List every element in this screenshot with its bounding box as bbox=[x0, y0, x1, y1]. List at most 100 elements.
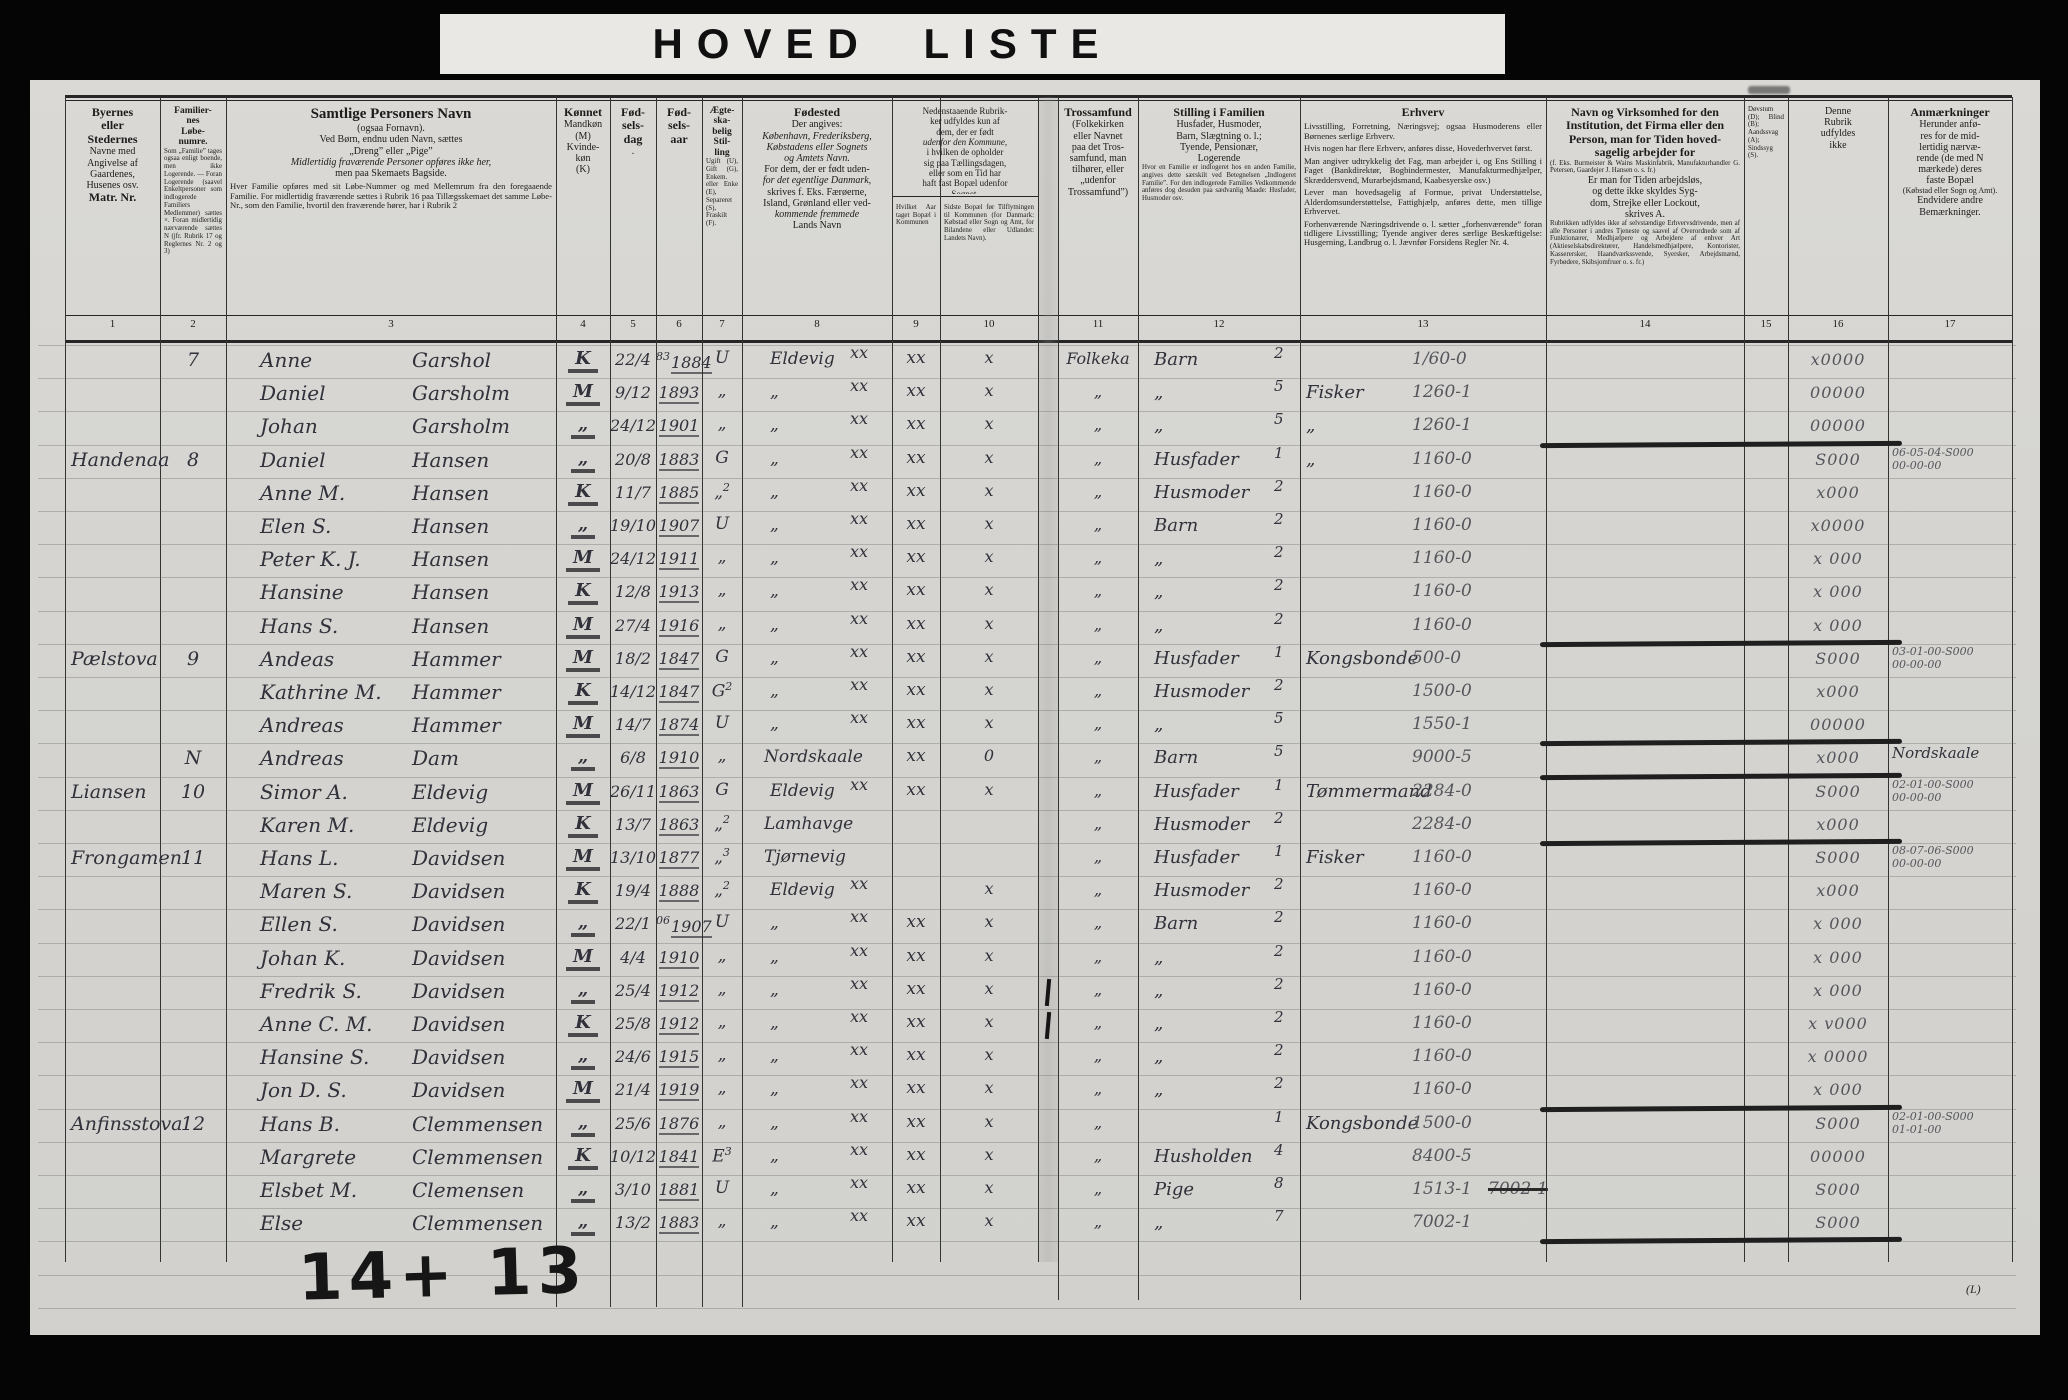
occupation-code: 1550-1 bbox=[1412, 714, 1472, 735]
table-row-20: Fredrik S. Davidsen „ 25/4 1912 „ „ xx xx x „ „ 2 116… bbox=[0, 974, 2068, 1010]
birth-day: 18/2 bbox=[615, 648, 651, 668]
occupation-code: 1160-0 bbox=[1412, 481, 1472, 502]
column-rule-18 bbox=[2012, 97, 2013, 1262]
birth-day: 13/7 bbox=[615, 814, 651, 834]
place-name: Frongamen bbox=[71, 847, 182, 869]
column-number-12: 12 bbox=[1213, 318, 1225, 330]
marital-status: „ bbox=[717, 1111, 727, 1132]
row-rule bbox=[38, 909, 2016, 911]
paper-sheet bbox=[30, 80, 2040, 1335]
birthplace: „ bbox=[770, 614, 779, 635]
moved-year-mark: xx bbox=[906, 912, 926, 933]
sex-ink: „ bbox=[570, 979, 596, 1004]
header-text: og Amtets Navn. bbox=[784, 153, 850, 164]
coding-mark: S000 bbox=[1815, 648, 1861, 668]
header-text: Person, man for Tiden hoved- bbox=[1568, 131, 1722, 146]
birth-year: 1888 bbox=[656, 881, 702, 903]
family-number: 12 bbox=[180, 1112, 206, 1135]
birth-year: 1863 bbox=[656, 781, 702, 803]
religion: „ bbox=[1093, 714, 1103, 734]
religion: „ bbox=[1093, 415, 1103, 435]
family-position: Pige bbox=[1154, 1179, 1195, 1200]
birth-year: 1881 bbox=[656, 1180, 702, 1201]
marital-status: „ bbox=[717, 381, 727, 402]
previous-residence-mark: x bbox=[984, 348, 994, 367]
table-row-5: Anne M. Hansen K 11/7 1885 „2 „ xx xx x „ Husmoder 2… bbox=[0, 476, 2068, 512]
column-header-10: Sidste Bopæl før Tilflytningen til Kommu… bbox=[941, 200, 1037, 312]
moved-year-mark: xx bbox=[906, 447, 926, 468]
birthplace-xx-mark: xx bbox=[850, 874, 869, 894]
birth-year: 1876 bbox=[656, 1113, 702, 1135]
birth-year-value: 1907 bbox=[671, 917, 712, 939]
marital-status: „ bbox=[717, 1045, 727, 1066]
column-rule-9 bbox=[940, 97, 941, 1262]
family-position: Barn bbox=[1154, 515, 1199, 536]
column-number-1: 1 bbox=[109, 318, 116, 330]
row-rule bbox=[38, 477, 2016, 479]
occupation-code: 1160-0 bbox=[1412, 880, 1472, 901]
sex-mark: „ bbox=[556, 1112, 610, 1137]
column-rule-1 bbox=[160, 97, 161, 1262]
birthplace-xx-mark: xx bbox=[850, 774, 869, 794]
table-row-8: Hansine Hansen K 12/8 1913 „ „ xx xx x „ „ 2 1160-0 x … bbox=[0, 575, 2068, 611]
coding-mark: x v000 bbox=[1808, 1014, 1868, 1033]
header-text: Rubrikken udfyldes ikke af selvstændige … bbox=[1550, 219, 1740, 266]
binding-fold bbox=[1038, 97, 1058, 1262]
moved-year-mark: xx bbox=[906, 348, 926, 368]
occupation-code: 1/60-0 bbox=[1412, 349, 1467, 369]
column-rule-11 bbox=[1058, 97, 1059, 1300]
family-position: Barn bbox=[1154, 747, 1199, 769]
marital-status: G2 bbox=[711, 680, 733, 702]
header-text: Stilling i Familien bbox=[1173, 105, 1265, 119]
family-position: Husfader bbox=[1154, 647, 1239, 669]
family-position-number: 1 bbox=[1274, 642, 1284, 661]
column-rule-7 bbox=[742, 97, 743, 1307]
birthplace-xx-mark: xx bbox=[850, 542, 869, 562]
column-header-9-10: Nedenstaaende Rubrik-ker udfyldes kun af… bbox=[893, 102, 1037, 194]
coding-mark: x 000 bbox=[1813, 582, 1863, 602]
coding-mark: 00000 bbox=[1810, 383, 1866, 403]
previous-residence-mark: x bbox=[984, 978, 994, 998]
header-text: (ogsaa Fornavn). bbox=[357, 123, 425, 135]
person-surname: Hammer bbox=[412, 646, 501, 671]
religion: „ bbox=[1093, 481, 1103, 501]
birthplace: „ bbox=[770, 515, 779, 535]
column-number-7: 7 bbox=[719, 318, 725, 330]
moved-year-mark: xx bbox=[906, 680, 926, 700]
place-name: Handenaa bbox=[71, 448, 170, 471]
person-surname: Hansen bbox=[412, 447, 490, 472]
religion: „ bbox=[1093, 880, 1103, 900]
header-text: sig paa Tællingsdagen, bbox=[923, 157, 1007, 168]
row-rule bbox=[38, 345, 2016, 346]
sex-ink: „ bbox=[570, 912, 596, 938]
table-row-16: Frongamen 11 Hans L. Davidsen M 13/10 1877 „3 Tj… bbox=[0, 842, 2068, 877]
birth-year: 1883 bbox=[656, 449, 702, 471]
sex-ink: „ bbox=[570, 1211, 596, 1237]
header-text: dag bbox=[623, 131, 643, 146]
birth-day: 13/10 bbox=[610, 848, 657, 867]
header-text: sels- bbox=[622, 118, 644, 133]
birthplace: „ bbox=[770, 1212, 779, 1233]
birth-day: 22/4 bbox=[615, 350, 651, 369]
header-text: Ved Børn, endnu uden Navn, sættes bbox=[319, 134, 463, 146]
header-text: Institution, det Firma eller den bbox=[1565, 118, 1725, 133]
religion: „ bbox=[1093, 581, 1103, 601]
occupation: Kongsbonde bbox=[1306, 1112, 1419, 1134]
row-rule bbox=[38, 1075, 2016, 1077]
birth-year: 1885 bbox=[656, 482, 702, 504]
person-given-name: Hans L. bbox=[260, 846, 339, 870]
sex-mark: M bbox=[556, 846, 610, 871]
header-text: sels- bbox=[668, 118, 690, 133]
moved-year-mark: xx bbox=[906, 414, 926, 435]
family-position-number: 5 bbox=[1274, 377, 1284, 396]
column-rule-14 bbox=[1546, 97, 1547, 1262]
coding-mark: S000 bbox=[1815, 1213, 1861, 1233]
person-given-name: Fredrik S. bbox=[260, 978, 362, 1003]
person-given-name: Else bbox=[260, 1211, 304, 1236]
column-rule-4 bbox=[610, 97, 611, 1307]
person-given-name: Peter K. J. bbox=[260, 547, 361, 572]
header-text: Trossamfund”) bbox=[1067, 186, 1129, 198]
previous-residence-mark: 0 bbox=[983, 746, 995, 766]
occupation-code: 1160-0 bbox=[1412, 979, 1472, 1000]
moved-year-mark: xx bbox=[906, 1178, 926, 1198]
